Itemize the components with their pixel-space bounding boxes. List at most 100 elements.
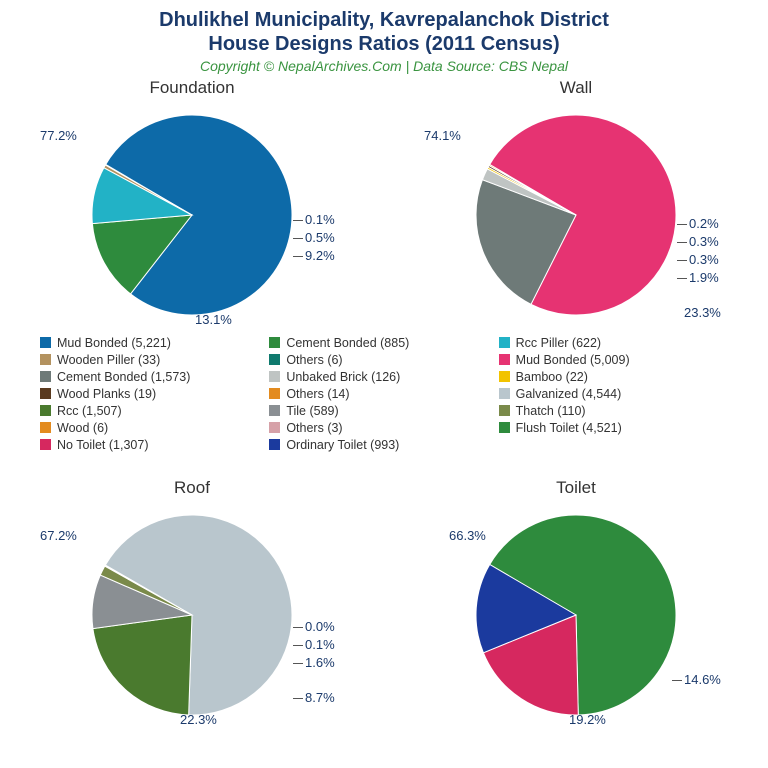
legend-item: Wooden Piller (33) (40, 351, 269, 368)
legend-label: Others (14) (286, 387, 349, 401)
legend-label: Galvanized (4,544) (516, 387, 622, 401)
legend-item: Cement Bonded (885) (269, 334, 498, 351)
legend-item: Wood Planks (19) (40, 385, 269, 402)
pie-svg (476, 515, 676, 715)
legend-label: Cement Bonded (1,573) (57, 370, 190, 384)
legend-label: Mud Bonded (5,009) (516, 353, 630, 367)
legend-label: Wood (6) (57, 421, 108, 435)
chart-container: Dhulikhel Municipality, Kavrepalanchok D… (0, 0, 768, 768)
title-line-1: Dhulikhel Municipality, Kavrepalanchok D… (0, 8, 768, 32)
legend-swatch (40, 354, 51, 365)
legend-swatch (499, 405, 510, 416)
legend-item: Others (3) (269, 419, 498, 436)
legend-label: No Toilet (1,307) (57, 438, 149, 452)
legend-label: Cement Bonded (885) (286, 336, 409, 350)
chart-title: Wall (384, 78, 768, 98)
legend-swatch (499, 422, 510, 433)
legend-swatch (40, 337, 51, 348)
legend-item: Rcc Piller (622) (499, 334, 728, 351)
title-line-2: House Designs Ratios (2011 Census) (0, 32, 768, 56)
legend: Mud Bonded (5,221) Wooden Piller (33) Ceme… (40, 334, 728, 453)
legend-swatch (499, 354, 510, 365)
pct-label: 0.3% (689, 234, 719, 249)
pct-label: 9.2% (305, 248, 335, 263)
legend-swatch (40, 439, 51, 450)
legend-item: Ordinary Toilet (993) (269, 436, 498, 453)
pct-label: 0.2% (689, 216, 719, 231)
legend-item: Thatch (110) (499, 402, 728, 419)
pie-wrap: 77.2% 13.1% 9.2% 0.5% 0.1% (0, 100, 384, 330)
legend-swatch (269, 337, 280, 348)
legend-swatch (269, 388, 280, 399)
chart-title: Roof (0, 478, 384, 498)
pie-wrap: 66.3%19.2%14.6% (384, 500, 768, 730)
legend-label: Wood Planks (19) (57, 387, 156, 401)
legend-swatch (269, 405, 280, 416)
pct-label: 0.1% (305, 212, 335, 227)
legend-item: No Toilet (1,307) (40, 436, 269, 453)
pct-label: 22.3% (180, 712, 217, 727)
pie-slice (93, 615, 192, 715)
legend-item: Galvanized (4,544) (499, 385, 728, 402)
pct-label: 14.6% (684, 672, 721, 687)
pie-svg (92, 515, 292, 715)
pct-label: 1.6% (305, 655, 335, 670)
legend-item: Rcc (1,507) (40, 402, 269, 419)
legend-item: Cement Bonded (1,573) (40, 368, 269, 385)
legend-swatch (40, 388, 51, 399)
legend-column: Mud Bonded (5,221) Wooden Piller (33) Ceme… (40, 334, 269, 453)
pct-label: 0.0% (305, 619, 335, 634)
legend-item: Others (6) (269, 351, 498, 368)
legend-item: Unbaked Brick (126) (269, 368, 498, 385)
legend-swatch (40, 371, 51, 382)
legend-label: Others (3) (286, 421, 342, 435)
legend-swatch (269, 354, 280, 365)
legend-swatch (40, 422, 51, 433)
legend-label: Rcc (1,507) (57, 404, 122, 418)
pie-wrap: 67.2% 22.3% 8.7% 1.6% 0.1% 0.0% (0, 500, 384, 730)
legend-swatch (499, 388, 510, 399)
pct-label: 13.1% (195, 312, 232, 327)
legend-label: Mud Bonded (5,221) (57, 336, 171, 350)
pct-label: 1.9% (689, 270, 719, 285)
legend-swatch (269, 439, 280, 450)
chart-roof: Roof 67.2% 22.3% 8.7% 1.6% 0.1% 0.0% (0, 478, 384, 730)
pct-label: 74.1% (424, 128, 461, 143)
pct-label: 0.5% (305, 230, 335, 245)
chart-title: Foundation (0, 78, 384, 98)
pie-wrap: 74.1% 23.3% 1.9% 0.3% 0.3% 0.2% (384, 100, 768, 330)
pct-label: 8.7% (305, 690, 335, 705)
legend-swatch (499, 371, 510, 382)
legend-label: Unbaked Brick (126) (286, 370, 400, 384)
legend-label: Rcc Piller (622) (516, 336, 601, 350)
legend-item: Others (14) (269, 385, 498, 402)
pct-label: 0.1% (305, 637, 335, 652)
pct-label: 23.3% (684, 305, 721, 320)
chart-foundation: Foundation 77.2% 13.1% 9.2% 0.5% 0.1% (0, 78, 384, 330)
pie-svg (476, 115, 676, 315)
legend-item: Mud Bonded (5,009) (499, 351, 728, 368)
legend-item: Bamboo (22) (499, 368, 728, 385)
legend-column: Cement Bonded (885) Others (6) Unbaked Bri… (269, 334, 498, 453)
legend-label: Wooden Piller (33) (57, 353, 160, 367)
legend-label: Bamboo (22) (516, 370, 588, 384)
pct-label: 67.2% (40, 528, 77, 543)
legend-item: Flush Toilet (4,521) (499, 419, 728, 436)
chart-toilet: Toilet66.3%19.2%14.6% (384, 478, 768, 730)
legend-swatch (40, 405, 51, 416)
legend-label: Tile (589) (286, 404, 338, 418)
subtitle: Copyright © NepalArchives.Com | Data Sou… (0, 58, 768, 74)
legend-item: Mud Bonded (5,221) (40, 334, 269, 351)
legend-label: Flush Toilet (4,521) (516, 421, 622, 435)
legend-label: Others (6) (286, 353, 342, 367)
legend-swatch (269, 422, 280, 433)
legend-label: Thatch (110) (516, 404, 586, 418)
legend-column: Rcc Piller (622) Mud Bonded (5,009) Bamboo… (499, 334, 728, 453)
legend-item: Tile (589) (269, 402, 498, 419)
pie-svg (92, 115, 292, 315)
legend-swatch (499, 337, 510, 348)
pct-label: 77.2% (40, 128, 77, 143)
pct-label: 0.3% (689, 252, 719, 267)
legend-item: Wood (6) (40, 419, 269, 436)
pct-label: 66.3% (449, 528, 486, 543)
